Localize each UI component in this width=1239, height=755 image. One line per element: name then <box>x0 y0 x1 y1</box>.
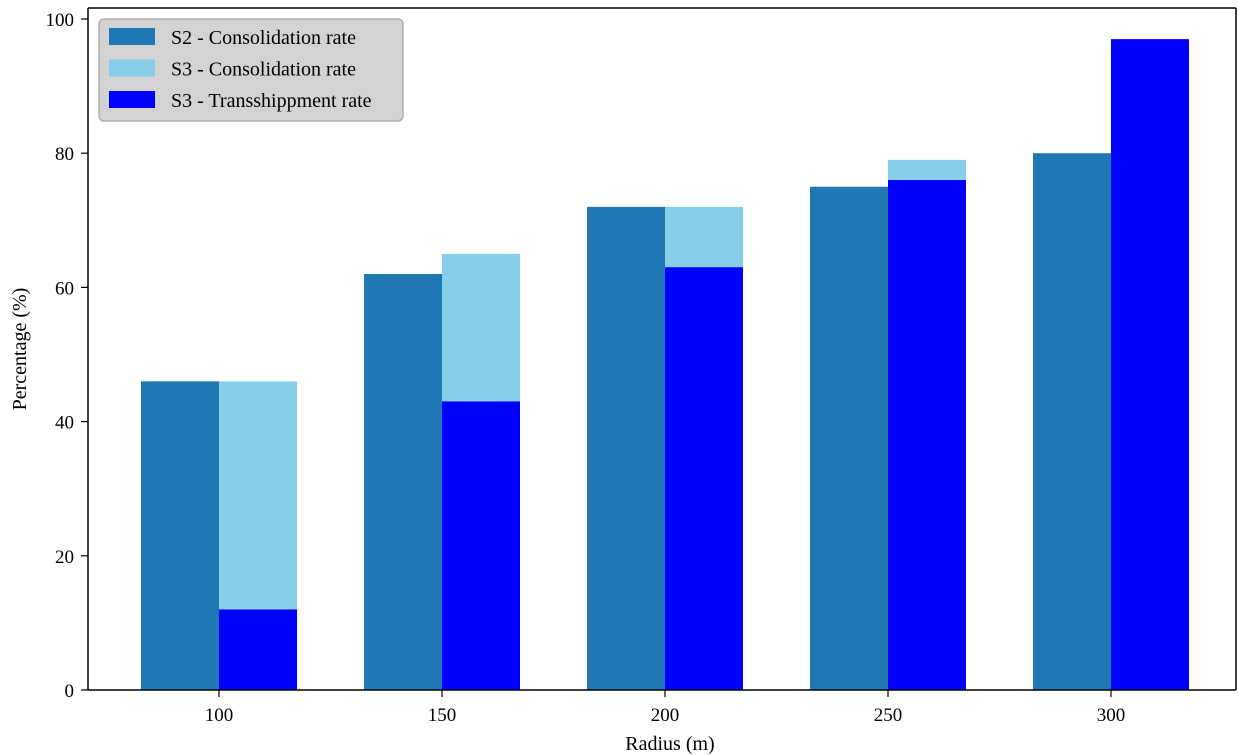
y-tick-label: 100 <box>46 10 75 31</box>
y-tick-label: 0 <box>65 681 75 702</box>
bar-s3-transshippment-rate-250 <box>888 180 966 691</box>
legend-label: S2 - Consolidation rate <box>171 27 356 49</box>
y-axis-title: Percentage (%) <box>9 288 31 411</box>
bar-s2-consolidation-rate-100 <box>141 381 219 690</box>
legend-label: S3 - Consolidation rate <box>171 59 356 81</box>
x-tick-label: 250 <box>874 705 903 726</box>
bar-s2-consolidation-rate-150 <box>364 273 442 690</box>
legend-swatch <box>109 28 155 45</box>
x-tick-label: 200 <box>651 705 680 726</box>
y-tick-label: 40 <box>55 413 74 434</box>
y-tick-label: 60 <box>55 278 74 299</box>
bar-s3-transshippment-rate-150 <box>442 401 520 690</box>
y-tick-label: 80 <box>55 144 74 165</box>
bar-s3-transshippment-rate-100 <box>219 609 297 690</box>
axes-layer: 0 20 40 60 80 100 100 150 200 250 300 <box>46 7 1237 726</box>
x-tick-label: 300 <box>1097 705 1126 726</box>
bar-s2-consolidation-rate-250 <box>810 186 888 690</box>
y-tick-label: 20 <box>55 547 74 568</box>
x-axis-title: Radius (m) <box>625 733 714 755</box>
legend-box <box>98 18 404 122</box>
bar-s2-consolidation-rate-200 <box>587 206 665 690</box>
legend-swatch <box>109 91 155 108</box>
bars-layer <box>141 39 1189 691</box>
x-tick-label: 100 <box>205 705 234 726</box>
bar-s3-transshippment-rate-200 <box>665 267 743 690</box>
legend-label: S3 - Transshippment rate <box>171 90 372 112</box>
legend: S2 - Consolidation rate S3 - Consolidatio… <box>98 18 404 122</box>
legend-swatch <box>109 59 155 77</box>
bar-s3-transshippment-rate-300 <box>1111 39 1189 690</box>
bar-s2-consolidation-rate-300 <box>1033 153 1111 690</box>
x-tick-label: 150 <box>428 705 457 726</box>
